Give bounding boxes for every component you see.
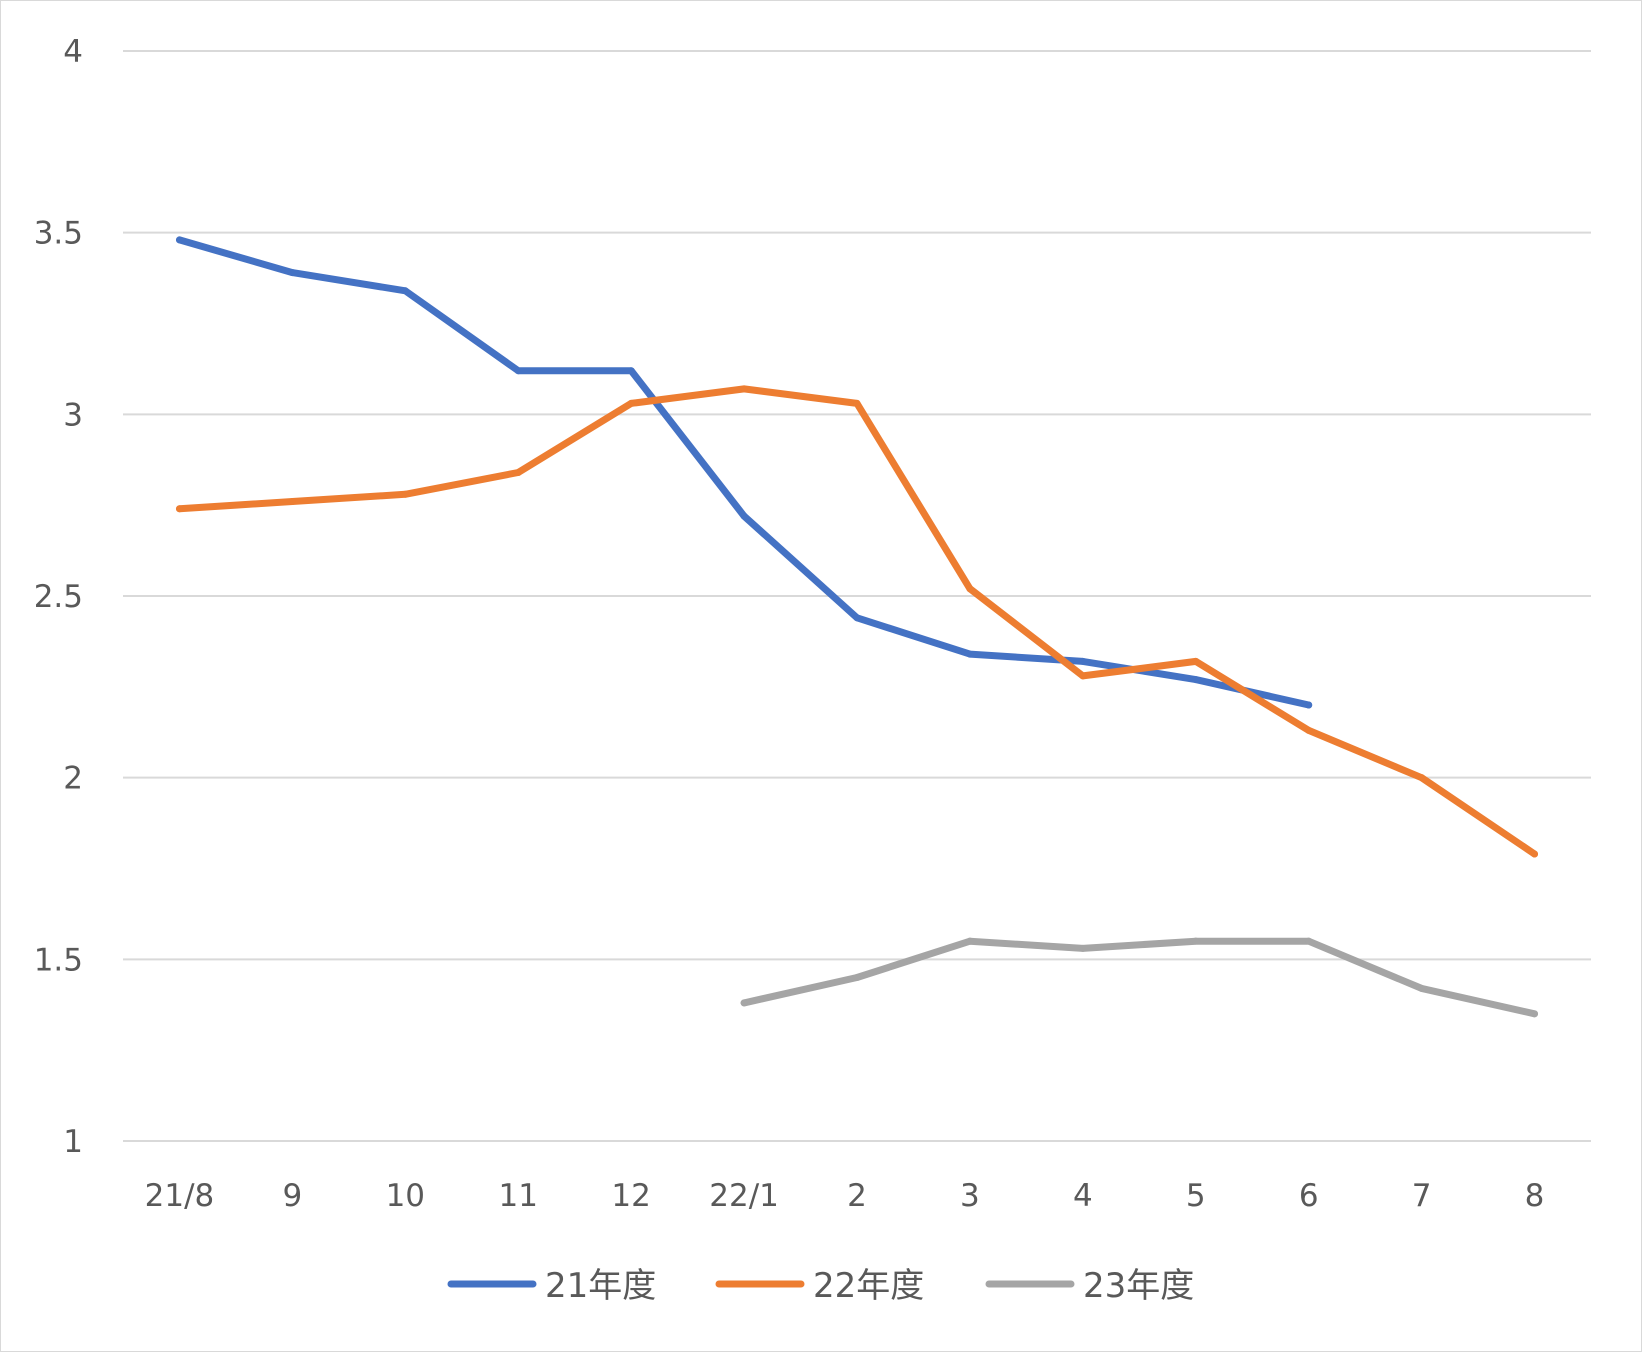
y-tick-label: 3.5: [34, 216, 83, 252]
y-tick-label: 1.5: [34, 942, 83, 978]
x-tick-label: 3: [960, 1178, 980, 1214]
x-tick-label: 9: [283, 1178, 303, 1214]
series-line-3: [740, 937, 1538, 1018]
legend-label: 23年度: [1083, 1266, 1194, 1306]
data-point: [1531, 1010, 1539, 1018]
data-point: [288, 269, 296, 277]
data-point: [514, 468, 522, 476]
data-point: [1192, 937, 1200, 945]
y-tick-label: 3: [63, 397, 83, 433]
data-point: [1531, 850, 1539, 858]
data-point: [1305, 937, 1313, 945]
data-point: [1192, 657, 1200, 665]
x-tick-label: 8: [1525, 1178, 1545, 1214]
gridlines: [123, 50, 1591, 1142]
y-axis: 1 1.5 2 2.5 3 3.5 4: [34, 34, 83, 1160]
series-line-1: [176, 236, 1313, 709]
y-tick-label: 4: [63, 34, 83, 70]
x-tick-label: 5: [1186, 1178, 1206, 1214]
data-point: [1079, 657, 1087, 665]
data-point: [1305, 701, 1313, 709]
data-point: [1305, 726, 1313, 734]
x-tick-label: 12: [611, 1178, 650, 1214]
data-point: [853, 399, 861, 407]
x-tick-label: 7: [1412, 1178, 1432, 1214]
data-point: [175, 505, 183, 513]
data-point: [175, 236, 183, 244]
series-lines: [175, 236, 1539, 1018]
y-tick-label: 2: [63, 761, 83, 797]
x-tick-label: 11: [499, 1178, 538, 1214]
data-point: [627, 399, 635, 407]
data-point: [1418, 774, 1426, 782]
legend: 21年度 22年度 23年度: [447, 1266, 1194, 1306]
legend-label: 22年度: [813, 1266, 924, 1306]
x-axis: 21/8 9 10 11 12 22/1 2 3 4 5 6 7 8: [145, 1178, 1545, 1214]
data-point: [1079, 944, 1087, 952]
data-point: [514, 367, 522, 375]
x-tick-label: 10: [386, 1178, 425, 1214]
data-point: [740, 512, 748, 520]
data-point: [853, 614, 861, 622]
data-point: [288, 498, 296, 506]
data-point: [740, 385, 748, 393]
data-point: [1192, 676, 1200, 684]
legend-label: 21年度: [545, 1266, 656, 1306]
x-tick-label: 21/8: [145, 1178, 215, 1214]
x-tick-label: 22/1: [709, 1178, 779, 1214]
data-point: [627, 367, 635, 375]
data-point: [966, 650, 974, 658]
y-tick-label: 2.5: [34, 579, 83, 615]
data-point: [966, 585, 974, 593]
data-point: [1418, 984, 1426, 992]
x-tick-label: 4: [1073, 1178, 1093, 1214]
data-point: [740, 999, 748, 1007]
data-point: [401, 287, 409, 295]
data-point: [1079, 672, 1087, 680]
x-tick-label: 6: [1299, 1178, 1319, 1214]
x-tick-label: 2: [847, 1178, 867, 1214]
data-point: [401, 490, 409, 498]
y-tick-label: 1: [63, 1124, 83, 1160]
data-point: [853, 974, 861, 981]
data-point: [966, 937, 974, 945]
